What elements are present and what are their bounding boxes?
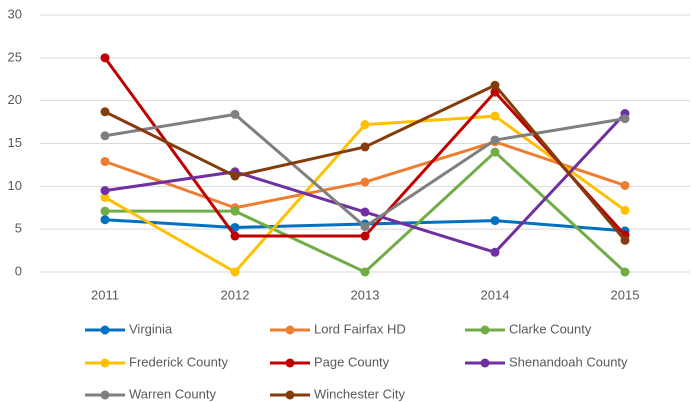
point [490,135,500,145]
point [230,206,240,216]
point [490,247,500,257]
y-tick-label: 0 [15,263,22,278]
point [490,80,500,90]
point [100,192,110,202]
point [100,206,110,216]
y-tick-label: 30 [8,6,22,21]
y-tick-label: 25 [8,49,22,64]
legend-label: Clarke County [509,321,592,336]
legend-marker [480,325,490,335]
legend-marker [480,358,490,368]
legend-label: Page County [314,354,390,369]
legend-label: Lord Fairfax HD [314,321,406,336]
point [230,109,240,119]
point [620,267,630,277]
point [360,231,370,241]
legend-marker [100,325,110,335]
point [620,114,630,124]
legend-label: Warren County [129,386,216,401]
legend-marker [100,390,110,400]
point [100,186,110,196]
legend-label: Winchester City [314,386,406,401]
y-tick-label: 20 [8,92,22,107]
point [230,222,240,232]
point [230,267,240,277]
point [360,267,370,277]
point [360,120,370,130]
point [620,205,630,215]
point [620,235,630,245]
legend-marker [285,390,295,400]
y-tick-label: 15 [8,135,22,150]
point [230,231,240,241]
x-tick-label: 2014 [481,287,510,302]
legend-label: Frederick County [129,354,228,369]
y-tick-label: 5 [15,221,22,236]
point [360,222,370,232]
x-tick-label: 2012 [221,287,250,302]
point [100,131,110,141]
point [100,156,110,166]
legend-label: Shenandoah County [509,354,628,369]
x-tick-label: 2015 [611,287,640,302]
x-tick-label: 2011 [91,287,119,302]
point [360,207,370,217]
point [360,177,370,187]
legend-label: Virginia [129,321,173,336]
series-line [104,114,626,274]
point [100,107,110,117]
legend-marker [285,325,295,335]
y-tick-label: 10 [8,178,22,193]
x-tick-label: 2013 [351,287,380,302]
legend-marker [285,358,295,368]
point [620,180,630,190]
point [100,53,110,63]
point [360,142,370,152]
point [490,216,500,226]
legend-marker [100,358,110,368]
point [490,111,500,121]
point [490,147,500,157]
point [100,215,110,225]
point [230,171,240,181]
